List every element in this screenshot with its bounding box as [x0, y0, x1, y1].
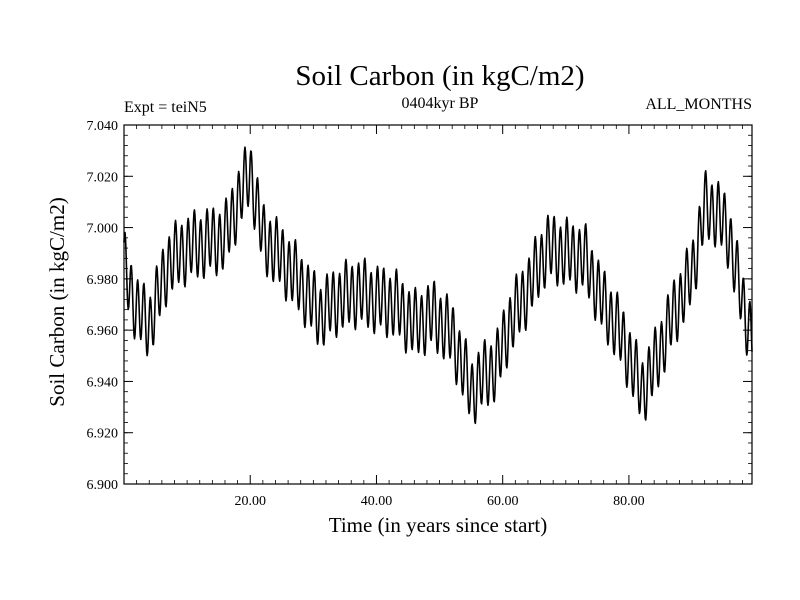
months-label: ALL_MONTHS	[645, 96, 752, 113]
y-axis-ticks: 6.900 6.920 6.940 6.960 6.980 7.000 7.020 7.040	[87, 119, 752, 493]
y-tick-label: 7.020	[87, 170, 119, 185]
series-line	[123, 146, 753, 425]
y-tick-label: 6.960	[87, 324, 119, 339]
y-tick-label: 6.980	[87, 273, 119, 288]
x-axis-label: Time (in years since start)	[329, 513, 548, 537]
plot-frame	[123, 124, 753, 485]
y-tick-label: 7.040	[87, 119, 119, 134]
x-tick-label: 60.00	[487, 494, 519, 509]
x-tick-label: 40.00	[361, 494, 393, 509]
chart-title: Soil Carbon (in kgC/m2)	[295, 60, 584, 92]
chart-subtitle: 0404kyr BP	[402, 95, 479, 112]
y-tick-label: 7.000	[87, 222, 119, 237]
x-tick-label: 20.00	[234, 494, 266, 509]
y-tick-label: 6.940	[87, 375, 119, 390]
x-axis-ticks: 20.00 40.00 60.00 80.00	[136, 125, 743, 509]
experiment-label: Expt = teiN5	[124, 99, 207, 116]
series-group	[123, 146, 753, 425]
y-tick-label: 6.900	[87, 478, 119, 493]
x-tick-label: 80.00	[613, 494, 645, 509]
y-axis-label: Soil Carbon (in kgC/m2)	[45, 197, 69, 406]
y-tick-label: 6.920	[87, 427, 119, 442]
plot-area: 6.900 6.920 6.940 6.960 6.980 7.000 7.020 7.040…	[87, 119, 753, 509]
